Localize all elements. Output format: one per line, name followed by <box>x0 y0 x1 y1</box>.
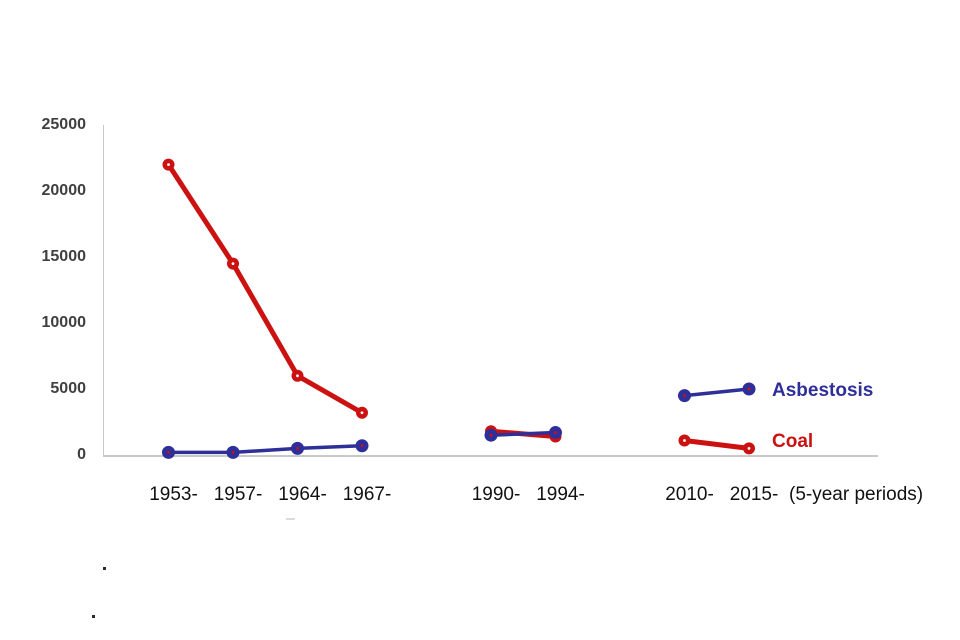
coal-line-segment <box>682 437 752 451</box>
coal-marker-center <box>360 411 364 415</box>
stray-dot-1 <box>103 567 106 570</box>
x-axis-note: (5-year periods) <box>789 484 924 505</box>
y-tick-label: 15000 <box>41 248 87 265</box>
asbestosis-line-segment <box>489 430 558 437</box>
asbestosis-marker-center <box>296 447 299 450</box>
coal-marker-center <box>296 374 299 378</box>
asbestosis-line-segment <box>166 444 364 455</box>
legend-label-asbestosis: Asbestosis <box>772 380 874 401</box>
x-tick-label: 1957- <box>213 484 263 505</box>
coal-marker-center <box>231 262 235 265</box>
stray-dash <box>286 518 295 520</box>
legend-label-coal: Coal <box>772 431 814 452</box>
x-tick-label: 1953- <box>149 484 198 505</box>
asbestosis-marker-center <box>167 450 170 454</box>
plot-area <box>103 125 878 459</box>
asbestosis-marker-center <box>747 387 751 391</box>
line-chart <box>162 158 756 459</box>
y-tick-label: 10000 <box>41 314 87 331</box>
asbestosis-marker-center <box>554 431 557 434</box>
y-tick-label: 5000 <box>50 380 86 397</box>
y-tick-label: 25000 <box>41 116 87 133</box>
x-tick-label: 1967- <box>342 484 392 505</box>
asbestosis-marker-center <box>489 433 493 437</box>
asbestosis-marker-center <box>683 394 686 397</box>
asbestosis-line-segment <box>682 387 751 398</box>
coal-marker-center <box>683 439 686 442</box>
asbestosis-marker-center <box>231 450 235 454</box>
y-tick-label: 0 <box>77 446 86 463</box>
asbestosis-marker-center <box>360 444 364 448</box>
x-tick-label: 2010- <box>665 484 714 505</box>
x-tick-label: 1990- <box>471 484 521 505</box>
coal-marker-center <box>167 163 170 166</box>
y-tick-label: 20000 <box>41 182 87 199</box>
x-tick-label: 1964- <box>278 484 327 505</box>
coal-line-segment <box>166 162 365 416</box>
coal-marker-center <box>747 447 751 450</box>
stray-dot-2 <box>92 615 95 618</box>
x-tick-label: 1994- <box>536 484 585 505</box>
x-tick-label: 2015- <box>729 484 779 505</box>
